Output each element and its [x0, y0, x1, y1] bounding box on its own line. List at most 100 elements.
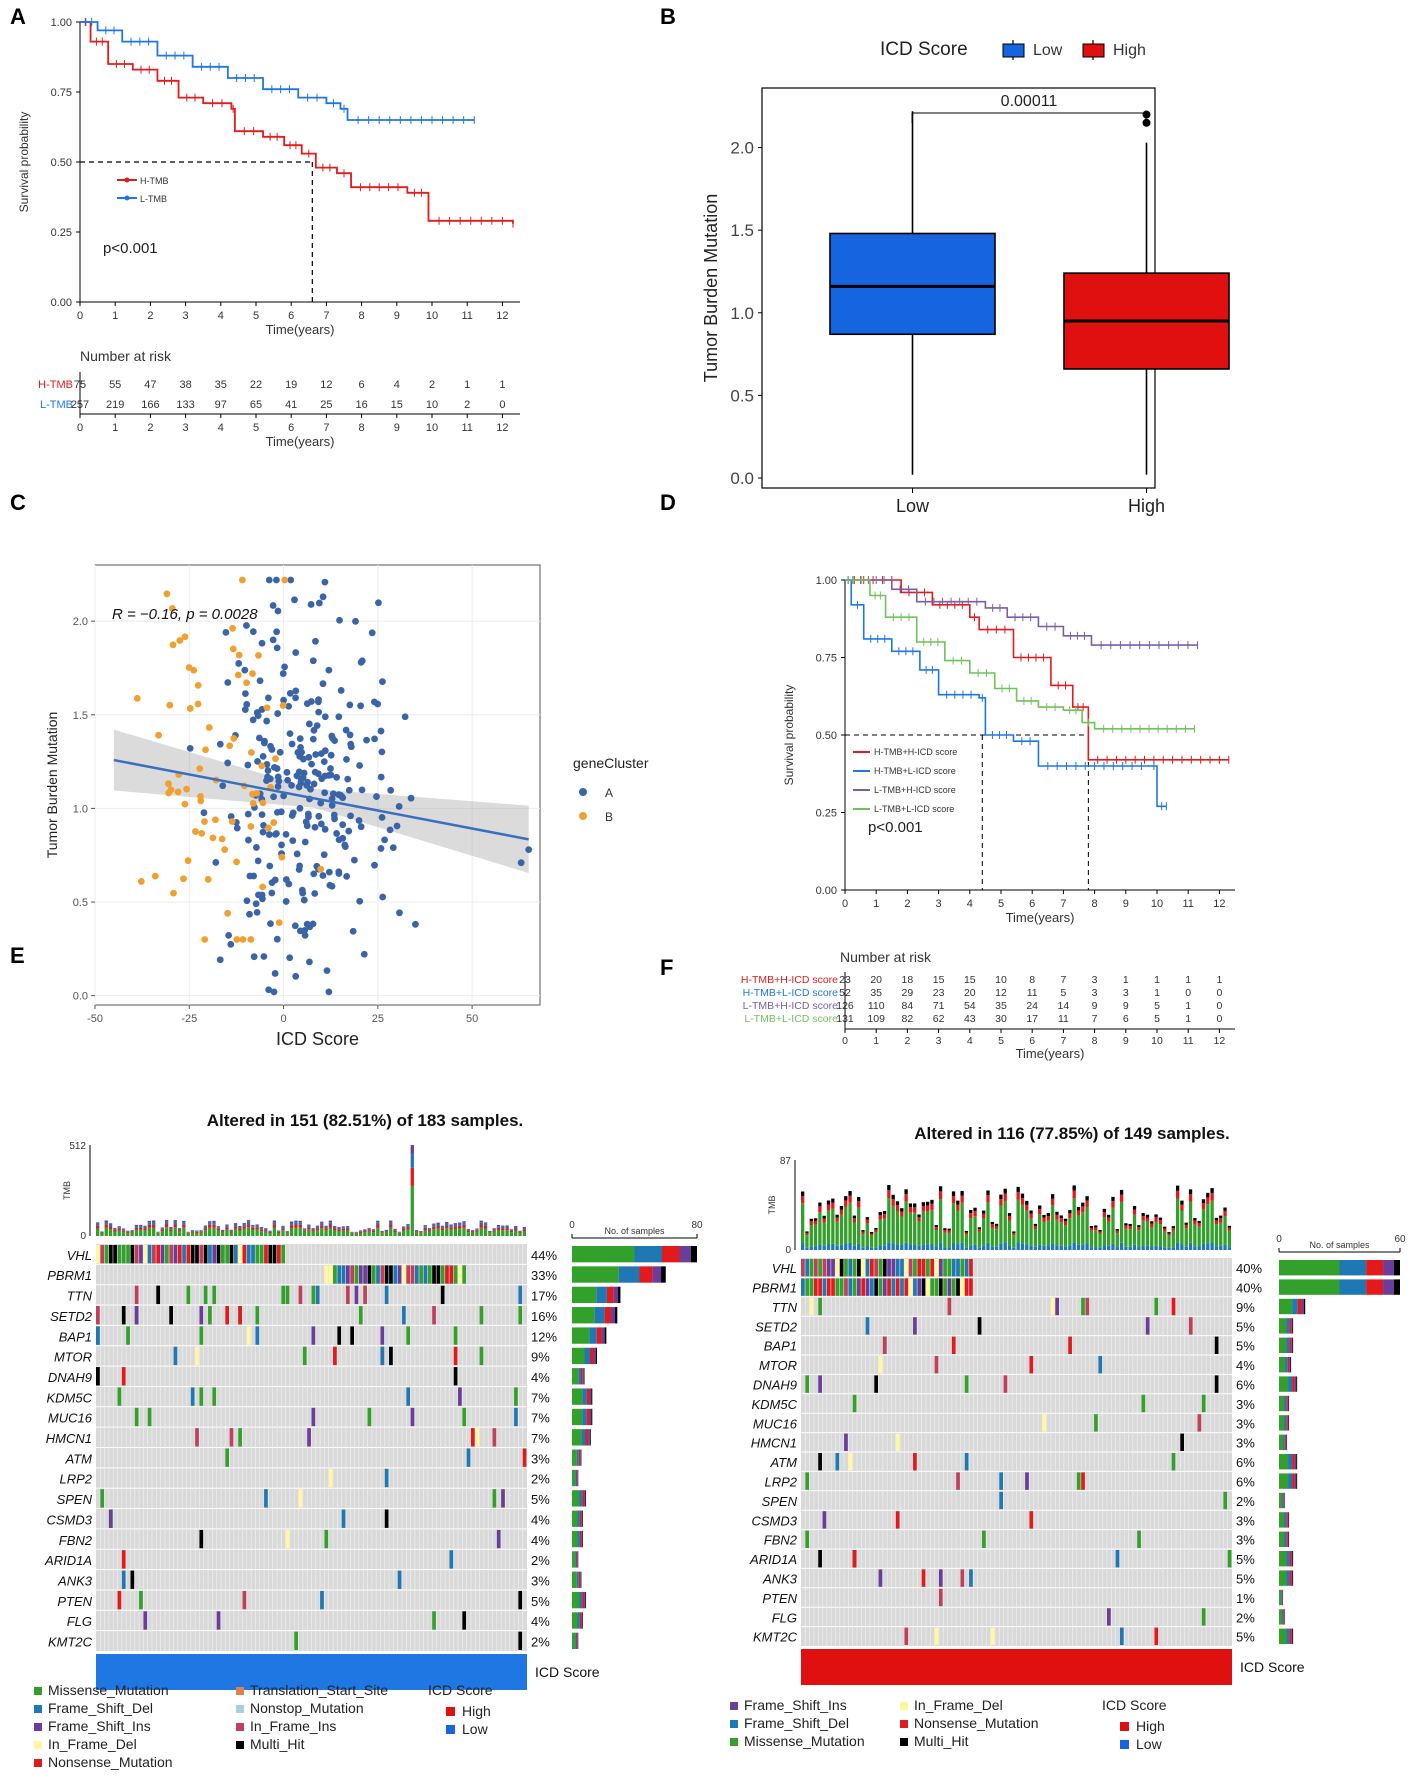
sample-bar-segment — [1286, 1415, 1288, 1431]
point-A — [227, 940, 235, 948]
tmb-bar — [999, 1199, 1003, 1206]
tmb-bar — [818, 1212, 822, 1245]
tmb-bar — [1033, 1223, 1038, 1226]
tmb-bar — [1042, 1214, 1046, 1218]
risk-value: 20 — [964, 987, 976, 999]
tmb-bar — [1111, 1207, 1115, 1244]
mutation-cell — [826, 1278, 831, 1296]
mutation-cell — [328, 1468, 333, 1488]
point-B — [196, 765, 204, 772]
tmb-bar — [492, 1231, 496, 1236]
y-axis-title: Tumor Burden Mutation — [44, 712, 60, 859]
gene-label: KDM5C — [46, 1390, 92, 1405]
tmb-bar — [1219, 1245, 1223, 1250]
tmb-bar — [203, 1226, 208, 1229]
sample-bar-segment — [1287, 1415, 1289, 1431]
tmb-bar — [113, 1228, 117, 1230]
tmb-bar — [891, 1205, 895, 1244]
icd-legend-swatch — [1120, 1740, 1129, 1749]
mutation-cell — [969, 1259, 973, 1277]
gene-pct: 4% — [531, 1614, 550, 1629]
tmb-bar — [938, 1199, 943, 1243]
mutation-cell — [956, 1278, 960, 1296]
sample-bar-segment — [580, 1449, 581, 1466]
point-A — [244, 810, 252, 818]
mutation-cell — [990, 1627, 995, 1645]
y-axis-title: Survival probability — [17, 112, 31, 213]
icd-legend-swatch — [1120, 1722, 1129, 1731]
sample-bar-segment — [1290, 1357, 1292, 1373]
mutation-cell — [367, 1265, 372, 1284]
tmb-bar — [1115, 1229, 1119, 1231]
tmb-bar — [436, 1222, 440, 1224]
tmb-bar — [1180, 1210, 1184, 1245]
point-B — [194, 700, 202, 708]
tmb-bar — [964, 1232, 969, 1235]
tmb-bar — [169, 1231, 173, 1236]
point-A — [347, 740, 355, 748]
point-A — [315, 696, 322, 704]
tmb-bar — [104, 1221, 108, 1225]
tmb-bar — [908, 1203, 913, 1208]
sample-bar-segment — [595, 1347, 597, 1365]
risk-row-label: H-TMB+L-ICD score — [743, 987, 839, 999]
tmb-bar — [861, 1234, 865, 1248]
mutation-cell — [878, 1259, 883, 1277]
tmb-bar — [233, 1223, 238, 1225]
tmb-bar — [509, 1230, 514, 1233]
legend-swatch — [900, 1738, 908, 1746]
sample-bar-segment — [593, 1347, 596, 1365]
gene-label: BAP1 — [764, 1339, 797, 1354]
point-B — [209, 834, 217, 842]
tmb-min: 0 — [785, 1245, 791, 1256]
point-A — [224, 759, 232, 767]
mutation-cell — [947, 1297, 952, 1316]
point-A — [288, 740, 296, 748]
mutation-cell — [1171, 1453, 1176, 1471]
risk-value: 6 — [1123, 1013, 1129, 1025]
risk-tick-label: 10 — [1151, 1035, 1163, 1047]
point-A — [289, 837, 297, 845]
sample-bar-segment — [1292, 1376, 1295, 1392]
point-A — [235, 660, 243, 667]
sample-bar-segment — [1292, 1570, 1294, 1586]
mutation-cell — [328, 1265, 333, 1284]
y-tick-label: 0.5 — [73, 897, 88, 909]
tmb-bar — [479, 1220, 483, 1223]
mutation-cell — [108, 1509, 113, 1528]
mutation-cell — [152, 1245, 156, 1264]
tmb-bar — [242, 1226, 246, 1229]
tmb-bar — [268, 1233, 272, 1236]
tmb-bar — [1016, 1242, 1020, 1250]
tmb-bar — [861, 1231, 865, 1235]
sample-bar-segment — [572, 1266, 619, 1283]
tmb-bar — [470, 1230, 475, 1231]
tmb-bar — [964, 1230, 969, 1233]
mutation-cell — [869, 1278, 874, 1296]
tmb-bar — [1141, 1220, 1145, 1246]
point-A — [301, 931, 309, 939]
mutation-cell — [1050, 1297, 1055, 1316]
point-B — [317, 865, 325, 873]
mutation-cell — [805, 1375, 810, 1393]
tmb-bar — [475, 1231, 479, 1236]
tmb-bar — [423, 1230, 427, 1236]
tmb-bar — [479, 1227, 483, 1236]
mutation-cell — [947, 1259, 952, 1277]
mutation-cell — [203, 1245, 208, 1264]
mutation-cell — [419, 1265, 423, 1284]
tmb-bar — [1102, 1212, 1107, 1218]
point-B — [228, 818, 236, 825]
tmb-bar — [449, 1225, 453, 1228]
tmb-bar — [1197, 1220, 1201, 1224]
tmb-bar — [930, 1203, 934, 1210]
gene-label: DNAH9 — [48, 1370, 92, 1385]
tmb-bar — [1003, 1188, 1007, 1194]
tmb-bar — [826, 1204, 831, 1211]
mutation-cell — [1081, 1472, 1085, 1490]
mutation-cell — [406, 1265, 411, 1284]
risk-value: 3 — [1123, 987, 1129, 999]
tmb-bar — [130, 1230, 134, 1232]
sample-bar-segment — [1279, 1318, 1287, 1334]
point-B — [253, 789, 261, 797]
